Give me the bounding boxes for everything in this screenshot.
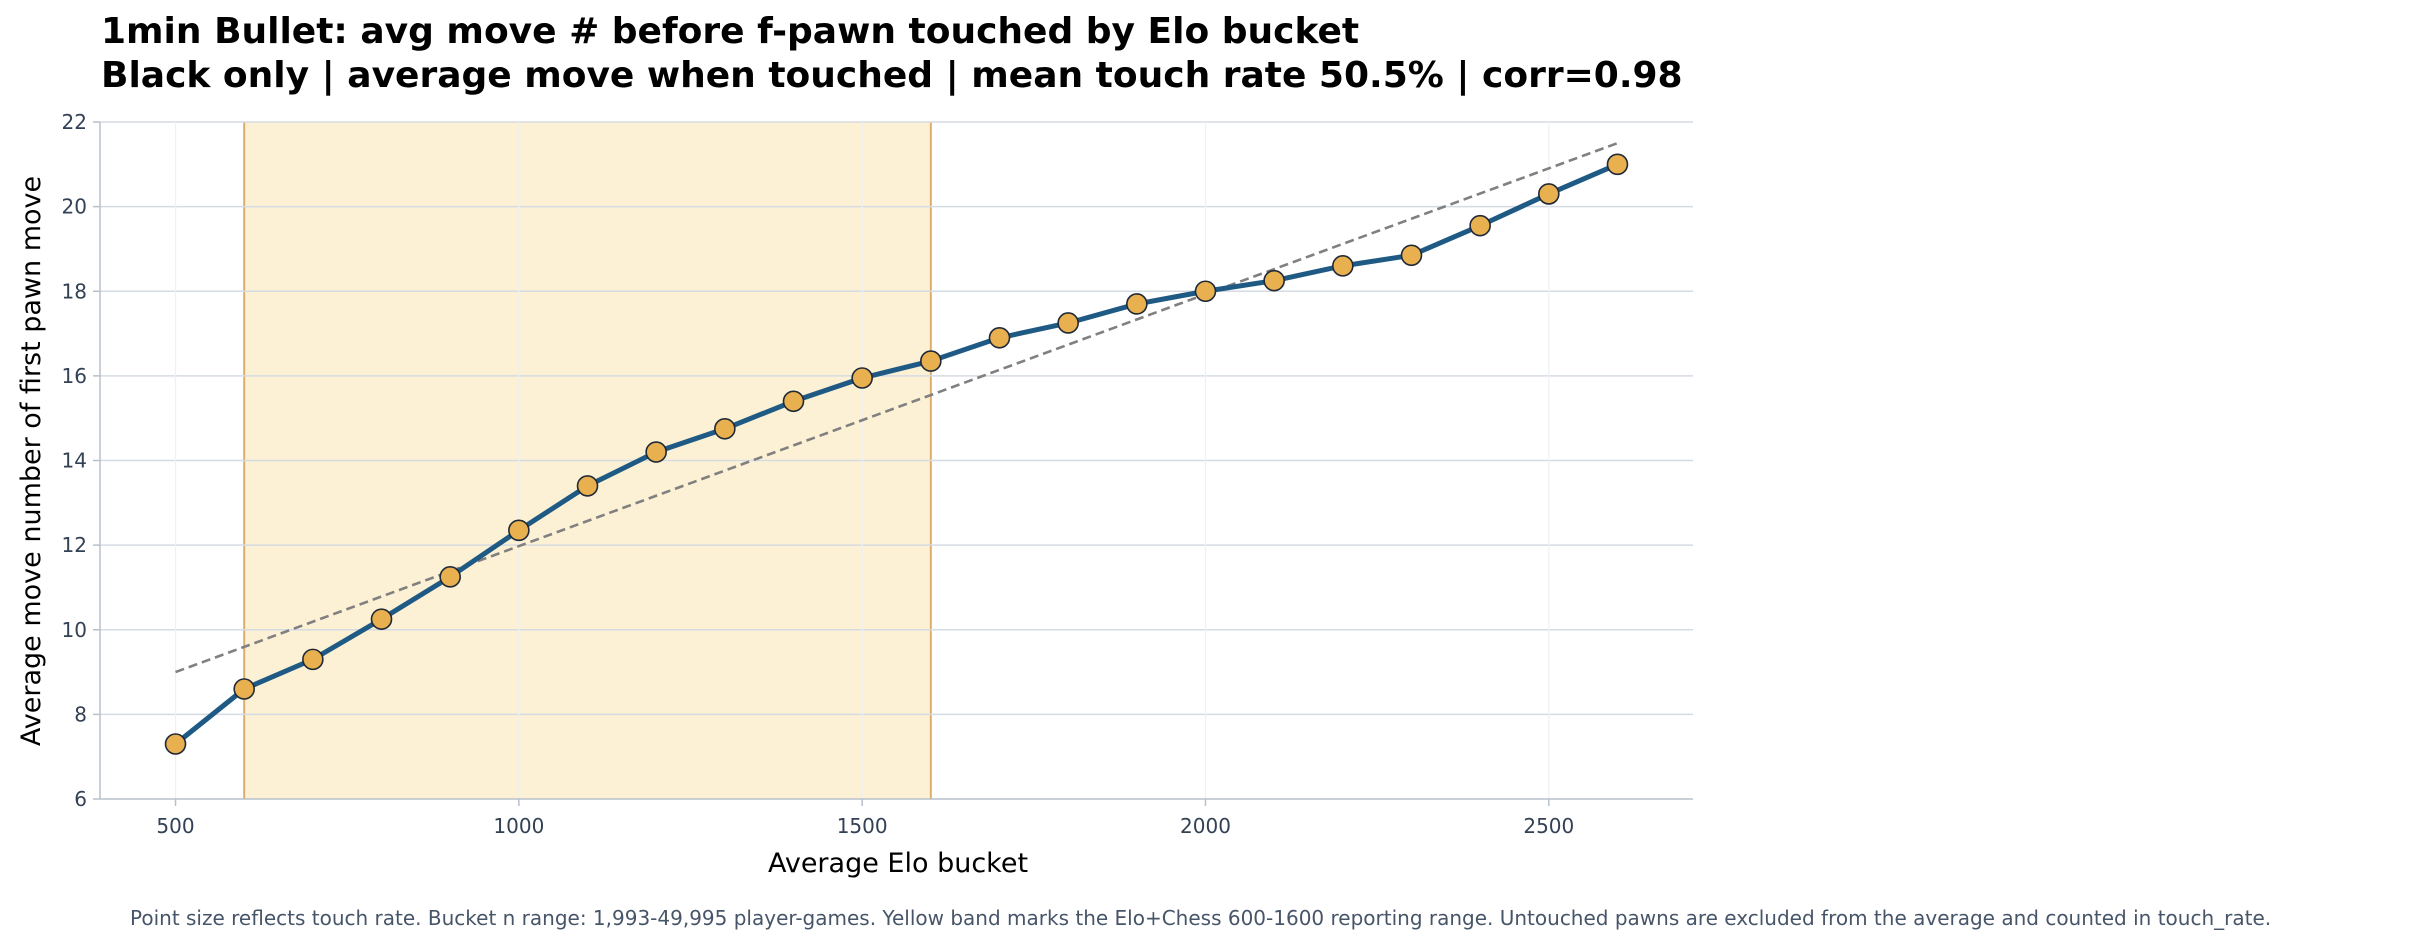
trendline <box>175 141 1618 674</box>
y-tick-label: 20 <box>62 195 87 219</box>
data-point <box>1126 293 1148 315</box>
x-tick-label: 1500 <box>837 814 888 838</box>
y-tick-label: 16 <box>62 364 87 388</box>
x-tick-label: 2000 <box>1180 814 1231 838</box>
series-line <box>173 161 1620 747</box>
y-tick-label: 6 <box>74 787 87 811</box>
data-point <box>1538 183 1560 205</box>
x-tick-label: 500 <box>156 814 194 838</box>
chart-title-block: 1min Bullet: avg move # before f-pawn to… <box>101 10 1683 98</box>
y-tick-label: 14 <box>62 449 87 473</box>
data-point <box>233 678 255 700</box>
data-point <box>164 733 187 755</box>
y-tick-label: 10 <box>62 618 87 642</box>
data-point <box>1332 255 1354 277</box>
y-tick-label: 12 <box>62 533 87 557</box>
x-tick-label: 1000 <box>493 814 544 838</box>
data-point <box>920 350 942 372</box>
data-point <box>370 608 393 630</box>
data-point <box>576 475 599 497</box>
data-point <box>1469 214 1491 237</box>
data-point <box>439 566 461 588</box>
x-tick-label: 2500 <box>1523 814 1574 838</box>
data-point <box>851 367 873 389</box>
tick-labels: 6 8 10 12 14 16 18 20 22 500 1000 1500 2000 2500 <box>62 110 1575 838</box>
data-point <box>1606 153 1629 176</box>
data-point <box>988 326 1011 349</box>
series-layer <box>164 153 1629 755</box>
chart-subtitle: Black only | average move when touched |… <box>101 55 1683 96</box>
data-point <box>1263 269 1285 292</box>
x-axis-title: Average Elo bucket <box>768 848 1028 879</box>
y-tick-label: 22 <box>62 110 87 134</box>
chart-title: 1min Bullet: avg move # before f-pawn to… <box>101 11 1360 52</box>
data-point <box>1194 280 1217 303</box>
data-point <box>714 417 736 440</box>
data-point <box>508 519 530 542</box>
data-point <box>782 390 805 413</box>
y-tick-label: 18 <box>62 279 87 303</box>
gridlines <box>100 121 1693 799</box>
data-point <box>1400 244 1423 267</box>
data-point <box>1057 312 1079 334</box>
data-point <box>302 648 324 671</box>
data-point <box>645 441 667 463</box>
chart-caption: Point size reflects touch rate. Bucket n… <box>130 906 2272 930</box>
y-axis-title: Average move number of first pawn move <box>16 176 47 746</box>
y-tick-label: 8 <box>74 702 87 726</box>
trendline-layer <box>175 141 1618 674</box>
